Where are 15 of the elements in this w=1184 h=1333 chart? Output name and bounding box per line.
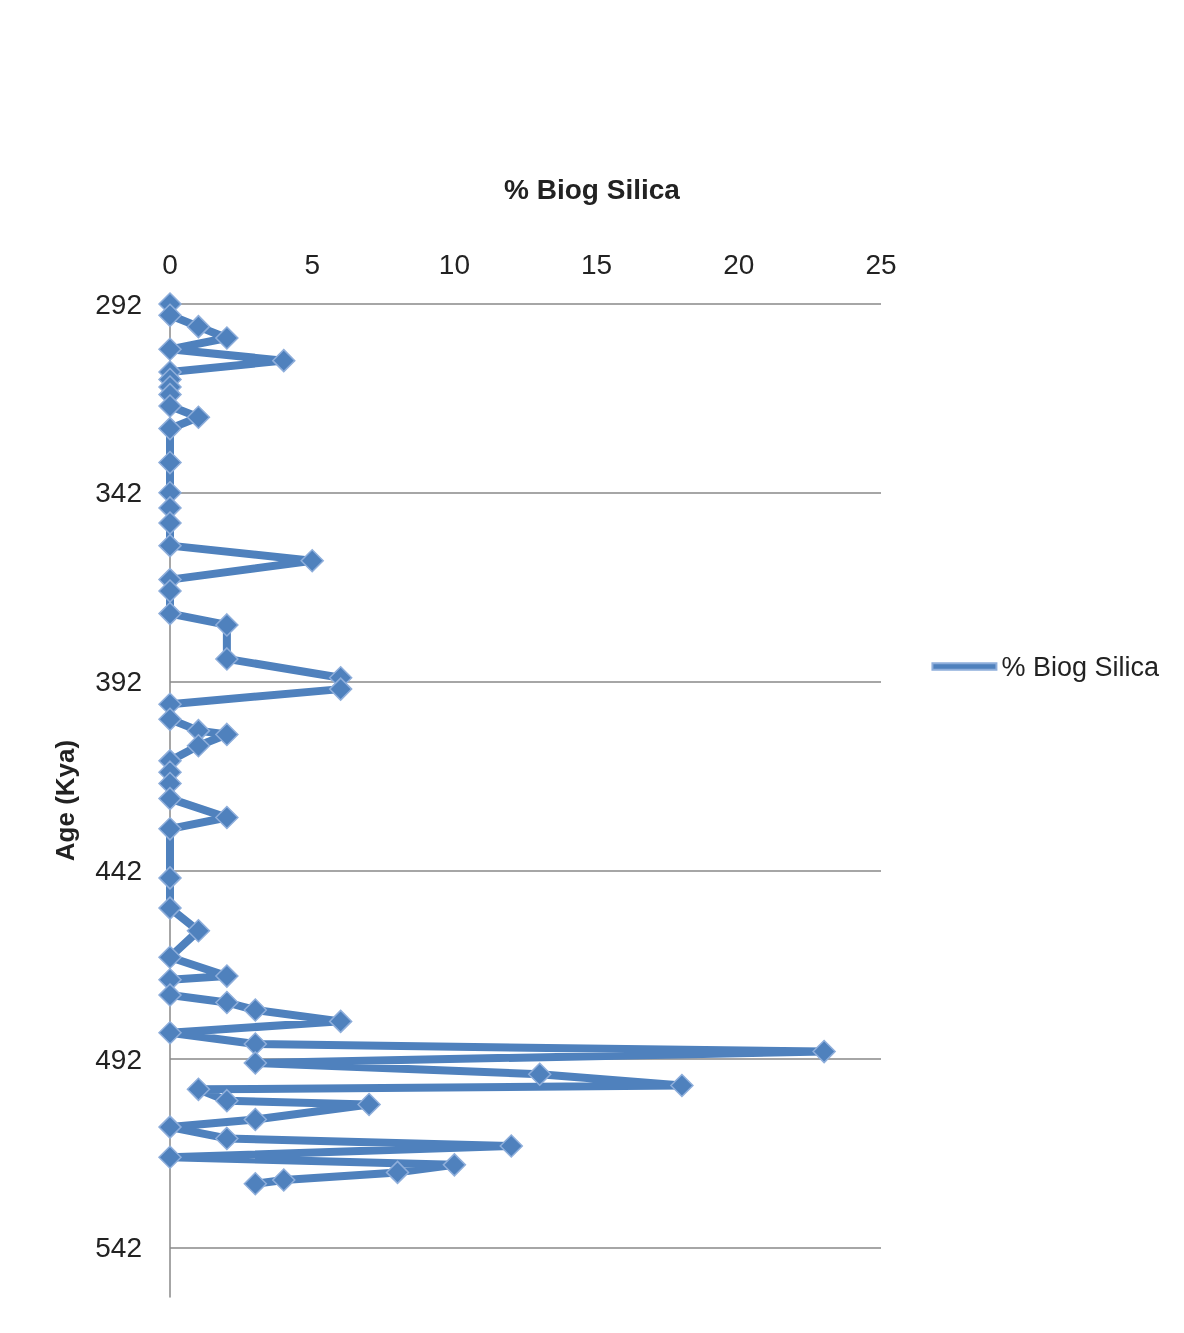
x-tick-label: 0 <box>162 248 178 280</box>
y-axis-title: Age (Kya) <box>50 739 80 862</box>
x-tick-label: 15 <box>581 248 613 280</box>
y-tick-label: 442 <box>95 854 142 886</box>
y-tick-label: 542 <box>95 1232 142 1264</box>
x-tick-label: 20 <box>723 248 755 280</box>
x-tick-label: 25 <box>865 248 897 280</box>
chart-title: % Biog Silica <box>504 173 681 205</box>
x-tick-label: 5 <box>304 248 320 280</box>
y-tick-label: 392 <box>95 666 142 698</box>
y-tick-label: 292 <box>95 288 142 320</box>
x-tick-label: 10 <box>438 248 470 280</box>
y-tick-label: 492 <box>95 1043 142 1075</box>
legend-label: % Biog Silica <box>1001 651 1160 682</box>
y-tick-label: 342 <box>95 477 142 509</box>
